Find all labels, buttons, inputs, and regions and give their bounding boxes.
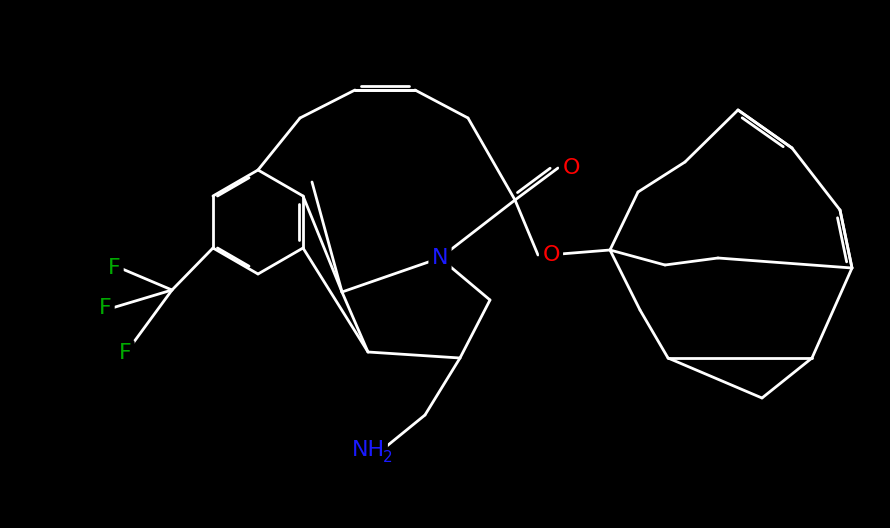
Text: 2: 2 <box>384 449 392 465</box>
Text: O: O <box>562 158 579 178</box>
Text: F: F <box>99 298 111 318</box>
Text: NH: NH <box>352 440 384 460</box>
Text: F: F <box>108 258 120 278</box>
Text: N: N <box>432 248 449 268</box>
Text: O: O <box>542 245 560 265</box>
Text: F: F <box>118 343 132 363</box>
